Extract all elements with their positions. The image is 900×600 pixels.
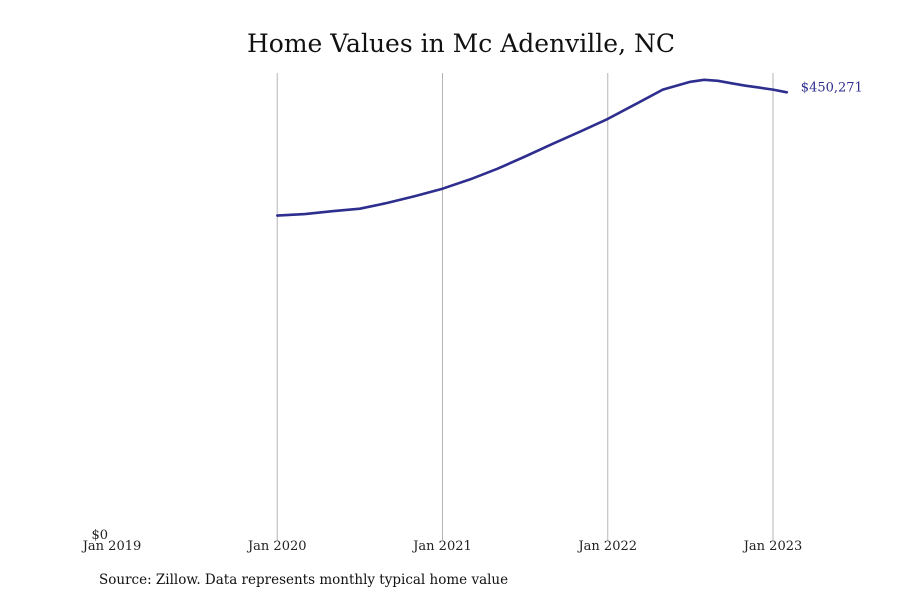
data-point [386, 202, 389, 204]
data-point [414, 195, 416, 198]
x-tick-label: Jan 2020 [246, 539, 307, 554]
data-point [730, 82, 733, 85]
x-tick-label: Jan 2019 [81, 539, 142, 554]
source-note: Source: Zillow. Data represents monthly … [99, 572, 509, 588]
data-point [606, 118, 609, 120]
grid-lines [276, 73, 774, 540]
data-point [496, 167, 499, 170]
end-value-label: $450,271 [801, 80, 863, 95]
data-point [441, 187, 444, 190]
data-point [276, 214, 279, 217]
data-point [634, 103, 637, 106]
x-tick-label: Jan 2022 [576, 539, 637, 554]
data-point [772, 88, 774, 91]
data-point [359, 207, 361, 210]
y-axis: $0 [91, 528, 108, 543]
data-point [331, 210, 334, 213]
x-tick-label: Jan 2023 [742, 539, 803, 554]
y-tick-label: $0 [91, 528, 108, 543]
data-point [551, 142, 554, 145]
data-point [303, 213, 306, 216]
data-point [703, 78, 705, 81]
data-point [744, 84, 747, 87]
chart-title: Home Values in Mc Adenville, NC [247, 29, 675, 58]
series-line [276, 78, 789, 217]
series-group: $450,271 [276, 78, 863, 217]
data-point [689, 80, 692, 83]
data-point [661, 88, 664, 91]
data-point [469, 178, 471, 181]
x-tick-label: Jan 2021 [411, 539, 472, 554]
x-axis: Jan 2019 Jan 2020 Jan 2021 Jan 2022 Jan 2023 [81, 539, 803, 554]
data-point [785, 91, 788, 94]
data-point [524, 155, 526, 158]
data-point [579, 130, 582, 133]
data-point [717, 79, 719, 82]
data-point [758, 86, 761, 89]
